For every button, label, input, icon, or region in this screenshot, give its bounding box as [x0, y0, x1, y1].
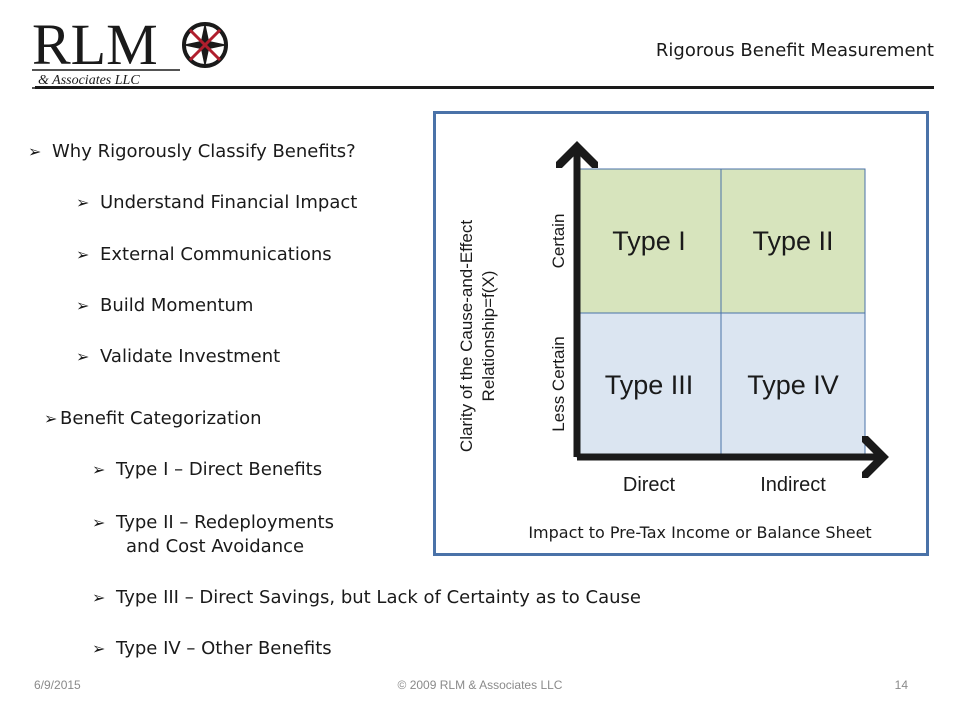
logo-wordmark: RLM [32, 12, 158, 77]
bullet-text: Type I – Direct Benefits [116, 459, 323, 480]
bullet-text: Validate Investment [100, 346, 281, 367]
y-axis-title: Relationship=f(X) [479, 271, 498, 402]
bullet-text: External Communications [100, 244, 332, 265]
bullet-type-3: ➢ Type III – Direct Savings, but Lack of … [92, 587, 641, 608]
arrow-bullet-icon: ➢ [92, 460, 106, 479]
bullet-type-4: ➢ Type IV – Other Benefits [92, 638, 332, 659]
quadrant-label: Type II [752, 226, 833, 256]
benefit-matrix: Type I Type II Type III Type IV Certain … [457, 111, 929, 542]
bullet-text: Type II – Redeployments [116, 512, 334, 533]
bullet-why-item: ➢ Validate Investment [76, 346, 280, 367]
y-axis-title: Clarity of the Cause-and-Effect [457, 220, 476, 452]
arrow-bullet-icon: ➢ [76, 193, 90, 212]
bullet-text: Build Momentum [100, 295, 254, 316]
arrow-bullet-icon: ➢ [92, 513, 106, 532]
compass-icon [182, 22, 228, 68]
company-logo: RLM & Associates LLC [30, 12, 240, 90]
arrow-bullet-icon: ➢ [76, 296, 90, 315]
bullet-why: ➢ Why Rigorously Classify Benefits? [28, 141, 356, 162]
bullet-text: Why Rigorously Classify Benefits? [52, 141, 356, 162]
quadrant-type-2 [720, 168, 866, 314]
logo-subtitle: & Associates LLC [38, 73, 140, 88]
header-divider [35, 86, 934, 89]
x-label-direct: Direct [623, 474, 676, 496]
bullet-text: Type IV – Other Benefits [116, 638, 332, 659]
arrow-bullet-icon: ➢ [92, 639, 106, 658]
bullet-text: Understand Financial Impact [100, 192, 358, 213]
quadrant-type-3 [576, 312, 722, 458]
footer-copyright: © 2009 RLM & Associates LLC [397, 678, 563, 692]
bullet-type-1: ➢ Type I – Direct Benefits [92, 459, 322, 480]
quadrant-type-4 [720, 312, 866, 458]
bullet-type-2: ➢ Type II – Redeployments [92, 512, 334, 533]
arrow-bullet-icon: ➢ [28, 142, 42, 161]
slide-title: Rigorous Benefit Measurement [655, 40, 934, 61]
x-label-indirect: Indirect [760, 474, 826, 496]
bullet-why-item: ➢ Build Momentum [76, 295, 253, 316]
quadrant-label: Type IV [747, 370, 839, 400]
arrow-bullet-icon: ➢ [92, 588, 106, 607]
bullet-text: Benefit Categorization [60, 408, 262, 429]
footer-date: 6/9/2015 [34, 678, 81, 692]
arrow-bullet-icon: ➢ [76, 347, 90, 366]
bullet-text: Type III – Direct Savings, but Lack of C… [116, 587, 641, 608]
quadrant-type-1 [576, 168, 722, 314]
quadrant-label: Type I [612, 226, 686, 256]
quadrant-label: Type III [605, 370, 694, 400]
bullet-type-2-continuation: and Cost Avoidance [126, 536, 305, 557]
bullet-categorization: ➢ Benefit Categorization [44, 408, 262, 429]
y-label-certain: Certain [549, 214, 568, 269]
bullet-why-item: ➢ External Communications [76, 244, 332, 265]
bullet-why-item: ➢ Understand Financial Impact [76, 192, 357, 213]
footer-page-number: 14 [894, 678, 908, 692]
y-label-less-certain: Less Certain [549, 336, 568, 431]
x-axis-title: Impact to Pre-Tax Income or Balance Shee… [528, 523, 871, 542]
arrow-bullet-icon: ➢ [44, 409, 58, 428]
arrow-bullet-icon: ➢ [76, 245, 90, 264]
